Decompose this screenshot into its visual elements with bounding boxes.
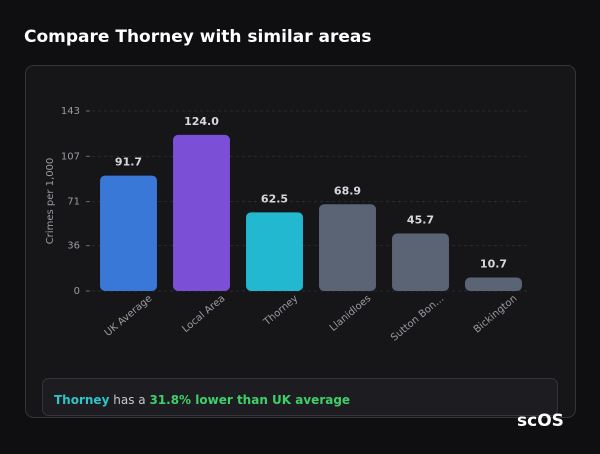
- y-axis-label: Crimes per 1,000: [45, 158, 56, 245]
- bar: [392, 233, 449, 291]
- value-label: 62.5: [261, 192, 288, 205]
- summary-place: Thorney: [54, 393, 110, 407]
- bar: [173, 134, 230, 291]
- value-label: 91.7: [115, 156, 142, 169]
- summary-highlight: 31.8% lower than UK average: [149, 393, 350, 407]
- summary-middle: has a: [113, 393, 145, 407]
- y-tick-label: 36: [67, 241, 80, 252]
- summary-box: [42, 378, 558, 416]
- bar: [246, 212, 303, 291]
- value-label: 124.0: [184, 115, 219, 128]
- value-label: 45.7: [407, 213, 434, 226]
- value-label: 10.7: [480, 258, 507, 271]
- brand-logo: scOS: [517, 411, 564, 431]
- bar: [465, 277, 522, 291]
- bar: [319, 204, 376, 291]
- y-tick-label: 71: [67, 197, 80, 208]
- y-tick-label: 143: [61, 106, 80, 117]
- y-tick-label: 107: [61, 151, 80, 162]
- value-label: 68.9: [334, 184, 361, 197]
- chart-title: Compare Thorney with similar areas: [24, 27, 371, 47]
- bar: [100, 175, 157, 291]
- y-tick-label: 0: [74, 286, 80, 297]
- summary-text: Thorney has a 31.8% lower than UK averag…: [54, 393, 350, 407]
